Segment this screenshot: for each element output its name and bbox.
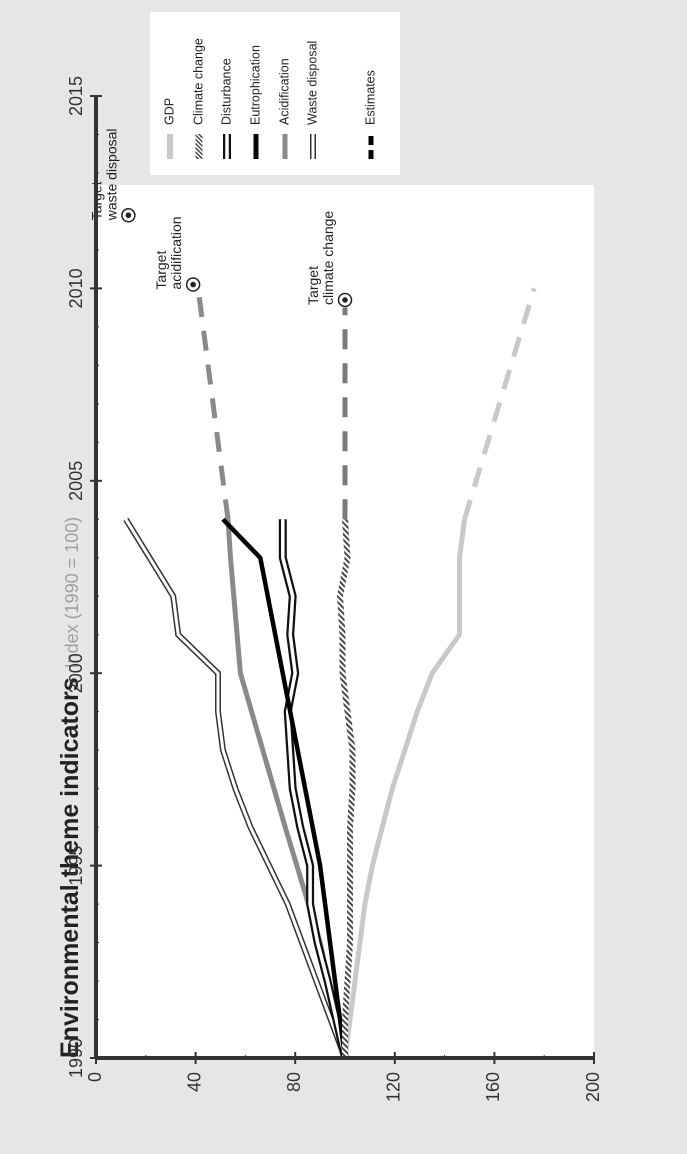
plot-area — [96, 185, 594, 1058]
y-tick-label-80: 80 — [284, 1072, 304, 1092]
target-label-acid-1: acidification — [168, 216, 184, 289]
target-marker-dot-waste — [125, 212, 132, 219]
series-line-disturbance-inner — [281, 519, 347, 1059]
legend-label-est: Estimates — [363, 70, 377, 125]
legend-label-climate: Climate change — [191, 38, 205, 125]
series-line-gdp — [342, 518, 467, 1059]
y-tick-label-120: 120 — [384, 1072, 404, 1102]
legend-label-acid: Acidification — [277, 58, 291, 125]
x-tick-label-2005: 2005 — [66, 461, 86, 501]
target-label-climate-0: Target — [305, 266, 321, 305]
target-label-climate-1: climate change — [320, 211, 336, 305]
y-tick-label-40: 40 — [184, 1072, 204, 1092]
legend-label-gdp: GDP — [162, 98, 176, 125]
estimate-line-acid — [195, 288, 231, 520]
y-tick-label-200: 200 — [583, 1072, 603, 1102]
x-tick-label-1995: 1995 — [66, 846, 86, 886]
x-tick-label-2010: 2010 — [66, 268, 86, 308]
legend-label-waste: Waste disposal — [305, 41, 319, 125]
estimate-line-gdp — [462, 287, 537, 521]
x-tick-label-2015: 2015 — [66, 76, 86, 116]
chart-subtitle: Index (1990 = 100) — [62, 517, 82, 678]
legend-label-eutro: Eutrophication — [248, 45, 262, 125]
chart-title: Environmental theme indicators Index (19… — [56, 517, 84, 1058]
series-line-waste-inner — [124, 518, 347, 1059]
series-line-climate — [336, 519, 356, 1058]
target-marker-dot-climate — [342, 297, 348, 303]
target-label-acid-0: Target — [153, 251, 169, 290]
legend-box — [150, 12, 400, 175]
x-tick-label-1990: 1990 — [66, 1038, 86, 1078]
legend-swatch-climate — [195, 134, 203, 159]
y-tick-label-0: 0 — [85, 1072, 105, 1082]
y-tick-label-160: 160 — [483, 1072, 503, 1102]
legend-label-disturbance: Disturbance — [219, 58, 233, 125]
x-tick-label-2000: 2000 — [66, 653, 86, 693]
target-label-waste-1: waste disposal — [103, 128, 119, 221]
target-marker-dot-acid — [190, 281, 196, 288]
series-line-eutro — [221, 517, 348, 1059]
